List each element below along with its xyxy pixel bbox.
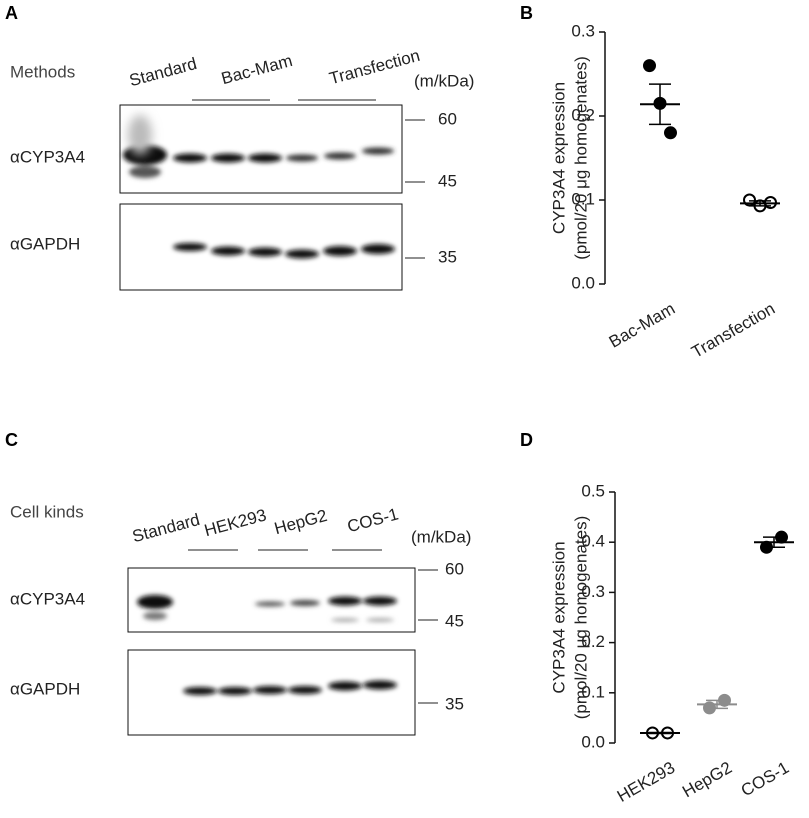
- panel-letter: B: [520, 3, 533, 23]
- y-tick-label: 0.2: [581, 632, 605, 651]
- blot-frame: [119, 104, 403, 194]
- y-tick-label: 0.0: [581, 732, 605, 751]
- lane-label: HEK293: [202, 505, 268, 540]
- lane-label: Bac-Mam: [219, 51, 294, 88]
- y-axis-label: CYP3A4 expression: [549, 82, 568, 234]
- x-tick-label: Transfection: [688, 299, 778, 362]
- panel-letter: D: [520, 430, 533, 450]
- unit-label: (m/kDa): [414, 71, 474, 90]
- marker-label: 35: [445, 694, 464, 713]
- marker-label: 45: [438, 171, 457, 190]
- x-tick-label: HEK293: [614, 758, 678, 806]
- x-tick-label: HepG2: [679, 758, 735, 801]
- lane-label: Transfection: [327, 46, 422, 88]
- data-point: [643, 59, 656, 73]
- data-point: [664, 126, 677, 140]
- y-tick-label: 0.4: [581, 532, 605, 551]
- row-label: αCYP3A4: [10, 147, 85, 166]
- y-tick-label: 0.0: [571, 273, 595, 292]
- y-axis-label: (pmol/20 μg homogenates): [571, 56, 590, 260]
- bands: [123, 145, 395, 259]
- x-tick-label: COS-1: [738, 758, 793, 800]
- blot-panel-c: C Cell kinds Standard HEK293 HepG2 COS-1…: [5, 430, 471, 736]
- y-axis-label: (pmol/20 μg homogenates): [571, 516, 590, 720]
- y-axis-label: CYP3A4 expression: [549, 541, 568, 693]
- x-tick-label: Bac-Mam: [606, 299, 678, 352]
- row-label: αGAPDH: [10, 234, 80, 253]
- marker-label: 60: [438, 109, 457, 128]
- blot-frame: [119, 203, 403, 291]
- y-tick-label: 0.5: [581, 481, 605, 500]
- y-tick-label: 0.1: [581, 682, 605, 701]
- bands: [137, 595, 397, 695]
- lane-label: Standard: [127, 54, 199, 90]
- smear: [128, 115, 152, 155]
- y-tick-label: 0.1: [571, 189, 595, 208]
- lane-label: COS-1: [345, 504, 400, 536]
- row-label: αCYP3A4: [10, 589, 85, 608]
- panel-letter: A: [5, 3, 18, 23]
- marker-label: 45: [445, 611, 464, 630]
- panel-letter: C: [5, 430, 18, 450]
- row-label: αGAPDH: [10, 679, 80, 698]
- lane-label: Standard: [130, 510, 202, 546]
- y-tick-label: 0.3: [581, 582, 605, 601]
- row-title: Cell kinds: [10, 502, 84, 521]
- y-tick-label: 0.2: [571, 105, 595, 124]
- marker-label: 35: [438, 247, 457, 266]
- row-title: Methods: [10, 62, 75, 81]
- lane-label: HepG2: [272, 506, 329, 538]
- y-tick-label: 0.3: [571, 21, 595, 40]
- marker-label: 60: [445, 559, 464, 578]
- unit-label: (m/kDa): [411, 527, 471, 546]
- blot-panel-a: A Methods Standard Bac-Mam Transfection …: [5, 3, 474, 291]
